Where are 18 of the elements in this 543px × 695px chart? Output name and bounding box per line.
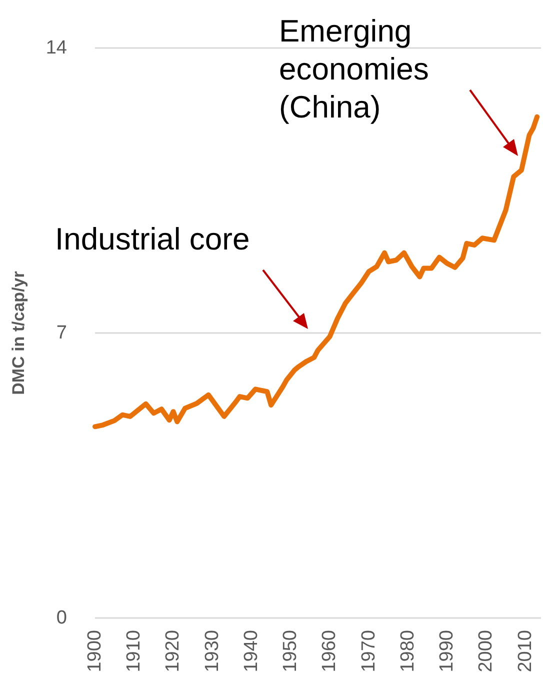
y-axis-title: DMC in t/cap/yr	[9, 270, 28, 395]
x-tick-label: 2010	[514, 630, 536, 672]
x-tick-label: 1900	[84, 630, 106, 672]
annotation: Industrial core	[55, 222, 250, 256]
x-tick-label: 1910	[124, 630, 145, 672]
x-tick-label: 1920	[162, 630, 184, 672]
x-tick-label: 2000	[476, 630, 497, 672]
x-tick-label: 1990	[436, 630, 458, 672]
x-tick-label: 1980	[397, 630, 418, 672]
x-tick-label: 1970	[358, 630, 380, 672]
y-tick-label: 0	[56, 608, 67, 628]
y-tick-label: 14	[46, 38, 68, 58]
x-tick-label: 1950	[280, 630, 302, 672]
x-tick-label: 1930	[202, 630, 223, 672]
x-tick-label: 1940	[240, 630, 262, 672]
annotation: Emerging economies (China)	[279, 14, 438, 124]
y-tick-label: 7	[56, 322, 67, 344]
x-tick-label: 1960	[319, 630, 340, 672]
